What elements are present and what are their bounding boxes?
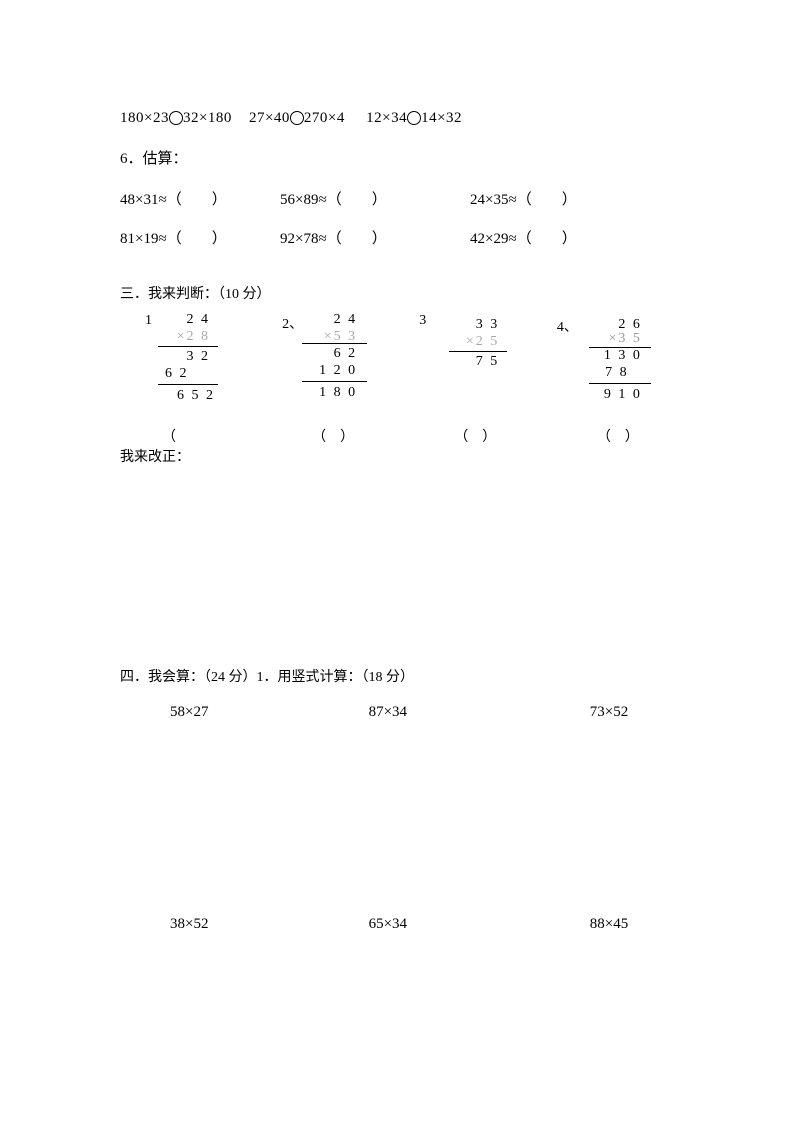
paren: （ ）	[597, 426, 639, 446]
est-item: 56×89≈（ ）	[280, 188, 470, 209]
expr2b: 270×4	[304, 110, 345, 126]
est-item: 24×35≈（ ）	[470, 188, 640, 209]
calc-item: 65×34	[369, 916, 590, 933]
num: 7 5	[459, 353, 499, 370]
mult: ×3 5	[597, 330, 642, 347]
hline	[302, 381, 367, 382]
judge-label: 3	[419, 313, 426, 329]
num: 3 2	[165, 348, 210, 365]
hline	[449, 351, 507, 352]
est-item: 42×29≈（ ）	[470, 227, 640, 248]
estimate-row-1: 48×31≈（ ） 56×89≈（ ） 24×35≈（ ）	[120, 188, 680, 209]
num: 7 8	[592, 364, 642, 381]
calc-item: 88×45	[590, 916, 680, 933]
section4-title: 四．我会算：（24 分）1．用竖式计算：（18 分）	[120, 666, 680, 686]
section3-title: 三．我来判断：（10 分）	[120, 283, 680, 303]
num: 1 2 0	[307, 362, 357, 379]
num: 3 3	[459, 316, 499, 333]
estimate-title: 6．估算：	[120, 147, 680, 168]
calc-item: 58×27	[170, 704, 369, 721]
calc-item: 87×34	[369, 704, 590, 721]
paren: （	[162, 426, 176, 446]
calc-row-2: 38×52 65×34 88×45	[170, 916, 680, 933]
mult: ×2 5	[459, 333, 499, 350]
hline	[158, 384, 218, 385]
num: 2 4	[165, 311, 210, 328]
num: 6 5 2	[165, 387, 215, 404]
correct-label: 我来改正：	[120, 446, 680, 466]
mult: ×2 8	[165, 328, 210, 345]
calc-item: 73×52	[590, 704, 680, 721]
num: 2 4	[312, 311, 357, 328]
compare-circle-2	[290, 111, 304, 125]
comparison-line: 180×23 32×180 27×40 270×4 12×34 14×32	[120, 110, 680, 127]
compare-circle-3	[407, 111, 421, 125]
judge-label: 2、	[282, 313, 303, 333]
num: 1 8 0	[307, 384, 357, 401]
estimate-row-2: 81×19≈（ ） 92×78≈（ ） 42×29≈（ ）	[120, 227, 680, 248]
judge-label: 4、	[557, 316, 578, 336]
hline	[158, 346, 218, 347]
est-item: 48×31≈（ ）	[120, 188, 280, 209]
expr2a: 27×40	[249, 110, 290, 126]
calc-item: 38×52	[170, 916, 369, 933]
hline	[589, 383, 651, 384]
num: 6 2	[307, 345, 357, 362]
compare-circle-1	[169, 111, 183, 125]
paren: （ ）	[312, 426, 354, 446]
expr3b: 14×32	[421, 110, 462, 126]
expr3a: 12×34	[366, 110, 407, 126]
expr1a: 180×23	[120, 110, 169, 126]
est-item: 92×78≈（ ）	[280, 227, 470, 248]
paren: （ ）	[454, 426, 496, 446]
judge-label: 1	[145, 313, 152, 329]
num: 9 1 0	[592, 386, 642, 403]
num: 1 3 0	[592, 347, 642, 364]
num: 6 2	[165, 365, 210, 382]
hline	[302, 343, 367, 344]
est-item: 81×19≈（ ）	[120, 227, 280, 248]
calc-row-1: 58×27 87×34 73×52	[170, 704, 680, 721]
expr1b: 32×180	[183, 110, 232, 126]
